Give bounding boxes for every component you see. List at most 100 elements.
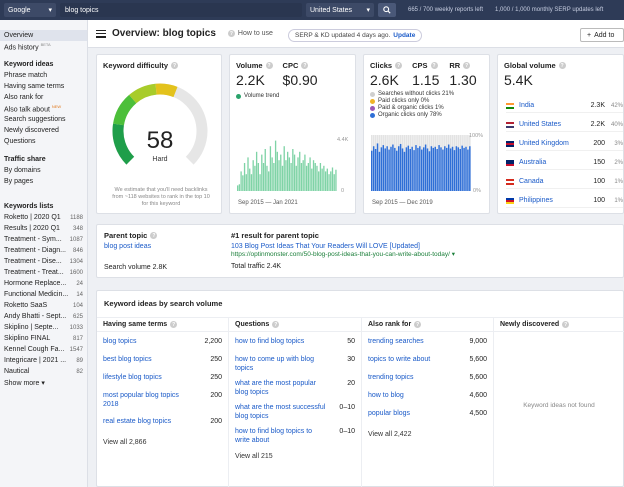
info-icon[interactable]: ? [414,321,422,328]
country-select[interactable]: United States ▾ [306,3,374,17]
kd-gauge [112,83,208,165]
info-icon[interactable]: ? [265,62,273,69]
how-to-use-link[interactable]: ? How to use [227,30,273,37]
country-row[interactable]: Australia 150 2% [506,156,623,170]
keyword-list-item[interactable]: Roketto SaaS 104 [0,300,87,311]
keyword-idea-link[interactable]: lifestyle blog topics [103,374,162,381]
keyword-list-item[interactable]: Skiplino FINAL 817 [0,333,87,344]
keyword-list-item[interactable]: Kennel Cough Fa... 1547 [0,344,87,355]
sidebar-item-newly-discovered[interactable]: Newly discovered [0,125,87,136]
search-button[interactable] [378,3,396,17]
volume-trend-label: Volume trend [244,93,280,99]
clicks-bar-no-click [449,135,452,149]
keyword-list-name: Roketto SaaS [4,302,48,309]
keyword-idea-link[interactable]: most popular blog topics 2018 [103,392,179,408]
show-more-link[interactable]: Show more ▾ [0,377,87,388]
top-result-url[interactable]: https://optinmonster.com/50-blog-post-id… [231,250,621,258]
clicks-bar-organic [413,150,415,191]
clicks-bar-organic [409,149,411,191]
keyword-idea-link[interactable]: real estate blog topics [103,418,172,425]
info-icon[interactable]: ? [395,62,403,69]
view-all-link[interactable]: View all 215 [235,453,273,460]
keyword-idea-link[interactable]: how to find blog topics [235,338,305,345]
sidebar-item-search-suggestions[interactable]: Search suggestions [0,114,87,125]
keyword-idea-row: how to find blog topics to write about 0–… [229,427,361,449]
keyword-list-item[interactable]: Andy Bhatti - Sept... 625 [0,311,87,322]
keyword-list-item[interactable]: Treatment - Sym... 1087 [0,234,87,245]
view-all-link[interactable]: View all 2,422 [368,431,412,438]
keyword-idea-link[interactable]: topics to write about [368,356,431,363]
info-icon[interactable]: ? [272,321,280,328]
keyword-list-item[interactable]: Treatment - Treat... 1600 [0,267,87,278]
sidebar-item-label: Phrase match [4,72,48,79]
keyword-idea-link[interactable]: best blog topics [103,356,152,363]
info-icon[interactable]: ? [171,62,179,69]
clicks-bar-no-click [446,135,448,148]
keyword-idea-volume: 4,600 [469,392,487,399]
search-engine-select[interactable]: Google ▾ [4,3,56,17]
country-row[interactable]: Philippines 100 1% [506,194,623,208]
cpc-value: $0.90 [282,72,318,88]
keyword-search-input[interactable]: blog topics [60,3,302,17]
clicks-legend-item: Paid & organic clicks 1% [370,105,483,111]
view-all-link[interactable]: View all 2,866 [103,439,147,446]
sidebar-item-label: Search suggestions [4,116,66,123]
keyword-idea-link[interactable]: how to come up with blog topics [235,356,314,372]
kd-note: We estimate that you'll need backlinks f… [112,187,210,207]
rr-label: RR? [449,61,476,70]
sidebar-item-by-pages[interactable]: By pages [0,176,87,187]
info-icon[interactable]: ? [430,62,438,69]
add-to-button[interactable]: + Add to [580,28,624,42]
keyword-list-count: 1188 [70,214,83,221]
info-icon[interactable]: ? [301,62,309,69]
keyword-list-item[interactable]: Results | 2020 Q1 348 [0,223,87,234]
parent-topic-card: Parent topic? blog post ideas Search vol… [96,224,624,278]
parent-topic-link[interactable]: blog post ideas [104,243,152,250]
info-icon[interactable]: ? [463,62,471,69]
volume-bar [304,154,306,191]
keyword-list-item[interactable]: Roketto | 2020 Q1 1188 [0,212,87,223]
keyword-list-item[interactable]: Nautical 82 [0,366,87,377]
sidebar-item-also-talk-about[interactable]: Also talk about NEW [0,103,87,114]
keyword-list-item[interactable]: Treatment - Diagn... 846 [0,245,87,256]
sidebar-item-overview[interactable]: Overview [0,30,87,41]
keyword-idea-link[interactable]: trending topics [368,374,414,381]
country-row[interactable]: India 2.3K 42% [506,99,623,113]
top-result-title-link[interactable]: 103 Blog Post Ideas That Your Readers Wi… [231,243,420,250]
keyword-list-item[interactable]: Integricare | 2021 ... 89 [0,355,87,366]
keyword-idea-link[interactable]: what are the most successful blog topics [235,404,326,420]
clicks-bar-no-click [438,135,440,146]
info-icon[interactable]: ? [558,62,566,69]
keyword-idea-link[interactable]: blog topics [103,338,137,345]
sidebar-item-questions[interactable]: Questions [0,136,87,147]
keyword-idea-link[interactable]: trending searches [368,338,424,345]
volume-bar [331,167,334,191]
update-link[interactable]: Update [393,32,416,39]
country-row[interactable]: United Kingdom 200 3% [506,137,623,151]
country-value: United States [310,6,353,14]
country-row[interactable]: United States 2.2K 40% [506,118,623,132]
sidebar-item-by-domains[interactable]: By domains [0,165,87,176]
clicks-bar-organic [428,151,431,191]
sidebar-item-having-same-terms[interactable]: Having same terms [0,81,87,92]
info-icon[interactable]: ? [562,321,570,328]
sidebar-item-phrase-match[interactable]: Phrase match [0,70,87,81]
flag-icon [506,197,514,204]
keyword-list-item[interactable]: Treatment - Dise... 1304 [0,256,87,267]
menu-icon[interactable] [96,29,106,38]
keyword-idea-link[interactable]: how to find blog topics to write about [235,428,313,444]
sidebar-item-ads-history[interactable]: Ads history BETA [0,41,87,52]
info-icon[interactable]: ? [150,232,158,239]
keyword-idea-link[interactable]: what are the most popular blog topics [235,380,316,396]
keyword-idea-link[interactable]: popular blogs [368,410,411,417]
sidebar-item-also-rank-for[interactable]: Also rank for [0,92,87,103]
info-icon[interactable]: ? [170,321,178,328]
country-row[interactable]: Canada 100 1% [506,175,623,189]
keyword-list-item[interactable]: Skiplino | Septe... 1033 [0,322,87,333]
clicks-bar-no-click [424,135,427,145]
keyword-list-item[interactable]: Hormone Replace... 24 [0,278,87,289]
keyword-list-item[interactable]: Functional Medicin... 14 [0,289,87,300]
keyword-idea-link[interactable]: how to blog [368,392,404,399]
green-dot-icon [236,93,241,99]
cpc-label-text: CPC [282,61,299,70]
